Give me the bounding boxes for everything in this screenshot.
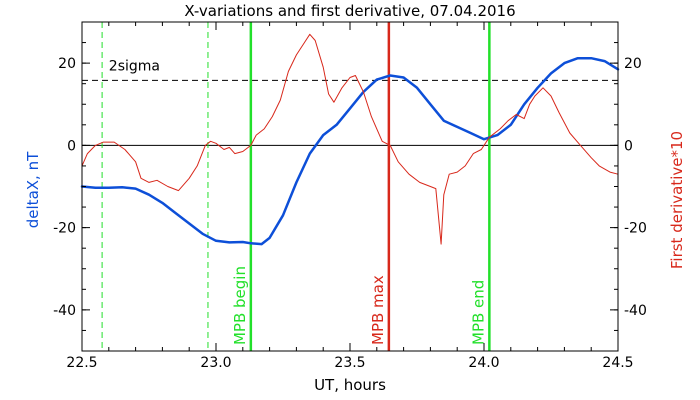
vertical-line-label-3: MPB max <box>369 275 387 345</box>
y-axis-label-left: deltaX, nT <box>24 151 42 228</box>
y-tick-label-right-3: -40 <box>624 303 647 319</box>
plot-frame <box>81 21 619 352</box>
sigma-label: 2sigma <box>109 58 160 74</box>
y-axis-label-right: First derivative*10 <box>668 131 686 269</box>
x-axis-label: UT, hours <box>314 376 386 394</box>
y-tick-label-left-3: -40 <box>53 303 76 319</box>
y-tick-label-left-1: 0 <box>67 138 76 154</box>
vertical-line-label-2: MPB begin <box>231 266 249 345</box>
y-tick-label-right-1: 0 <box>624 138 633 154</box>
vertical-line-label-4: MPB end <box>469 280 487 345</box>
x-tick-label-2: 23.5 <box>334 355 365 371</box>
series-line-deltaX <box>80 56 620 246</box>
x-tick-label-4: 24.5 <box>602 355 633 371</box>
y-tick-label-left-2: -20 <box>53 221 76 237</box>
y-tick-label-right-0: 20 <box>624 56 642 72</box>
x-tick-label-0: 22.5 <box>66 355 97 371</box>
chart-title: X-variations and first derivative, 07.04… <box>184 2 515 20</box>
y-tick-label-right-2: -20 <box>624 221 647 237</box>
x-tick-label-1: 23.0 <box>200 355 231 371</box>
plot-layer: 2sigma MPB begin MPB max MPB end 22.5 23.0 23.… <box>53 21 647 371</box>
x-tick-label-3: 24.0 <box>468 355 499 371</box>
series-line-derivative <box>81 33 619 245</box>
y-tick-label-left-0: 20 <box>58 56 76 72</box>
